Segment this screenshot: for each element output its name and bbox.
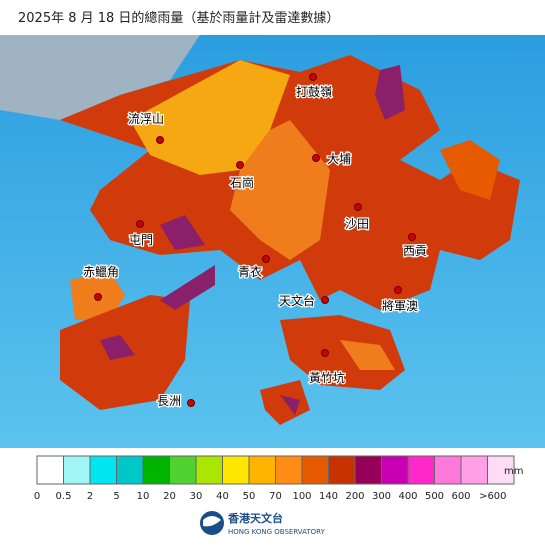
legend-label: 600 [451, 491, 470, 502]
place-dot [321, 349, 329, 357]
place-label: 黃竹坑 [309, 370, 345, 385]
place-label: 打鼓嶺 [296, 85, 332, 99]
place-label: 大埔 [327, 152, 351, 166]
legend-swatch [63, 455, 91, 485]
place-label: 長洲 [157, 394, 181, 408]
legend-swatch [169, 455, 197, 485]
legend-label: 2 [87, 491, 93, 502]
place-dot [354, 203, 362, 211]
legend-swatch [301, 455, 329, 485]
place-dot [321, 296, 329, 304]
legend-label: >600 [479, 491, 506, 502]
logo-name: 香港天文台 [227, 511, 283, 525]
place-label: 西貢 [403, 244, 427, 258]
place-dot [262, 255, 270, 263]
legend-label: 20 [163, 491, 176, 502]
legend-swatch [328, 455, 356, 485]
place-dot [312, 154, 320, 162]
legend-swatch [434, 455, 462, 485]
place-dot [187, 399, 195, 407]
legend-label: 200 [345, 491, 364, 502]
legend-swatch [354, 455, 382, 485]
legend-label: 40 [216, 491, 229, 502]
place-dot [136, 220, 144, 228]
place-dot [408, 233, 416, 241]
place-dot [94, 293, 102, 301]
legend-label: 5 [113, 491, 119, 502]
legend-swatch [222, 455, 250, 485]
legend-label: 400 [398, 491, 417, 502]
title: 2025年 8 月 18 日的總雨量（基於雨量計及雷達數據） [18, 10, 339, 26]
legend-swatch [195, 455, 223, 485]
legend-label: 50 [243, 491, 256, 502]
place-label: 沙田 [345, 217, 369, 231]
legend-label: 30 [190, 491, 203, 502]
legend-label: 0 [34, 491, 40, 502]
place-dot [309, 73, 317, 81]
logo-name-en: HONG KONG OBSERVATORY [228, 528, 326, 536]
legend-swatch [381, 455, 409, 485]
legend-swatch [142, 455, 170, 485]
legend-label: 140 [319, 491, 338, 502]
legend-swatch [407, 455, 435, 485]
legend-label: 0.5 [56, 491, 72, 502]
legend-label: 10 [137, 491, 150, 502]
map [0, 35, 545, 448]
legend-swatch [487, 455, 515, 485]
place-label: 赤鱲角 [83, 265, 119, 279]
legend-swatch [36, 455, 64, 485]
legend-swatch [116, 455, 144, 485]
place-label: 流浮山 [128, 112, 164, 126]
place-dot [394, 286, 402, 294]
place-label: 天文台 [279, 293, 315, 308]
legend-swatch [248, 455, 276, 485]
legend-label: 100 [292, 491, 311, 502]
legend-swatch [460, 455, 488, 485]
legend-unit: mm [504, 466, 523, 477]
legend-label: 70 [269, 491, 282, 502]
place-label: 屯門 [129, 233, 153, 247]
place-label: 青衣 [238, 264, 262, 279]
logo: 香港天文台 HONG KONG OBSERVATORY [200, 511, 326, 536]
legend-label: 300 [372, 491, 391, 502]
place-dot [156, 136, 164, 144]
place-label: 石崗 [230, 176, 254, 190]
legend-swatch [89, 455, 117, 485]
legend-label: 500 [425, 491, 444, 502]
place-dot [236, 161, 244, 169]
place-label: 將軍澳 [382, 298, 418, 313]
legend-swatch [275, 455, 303, 485]
